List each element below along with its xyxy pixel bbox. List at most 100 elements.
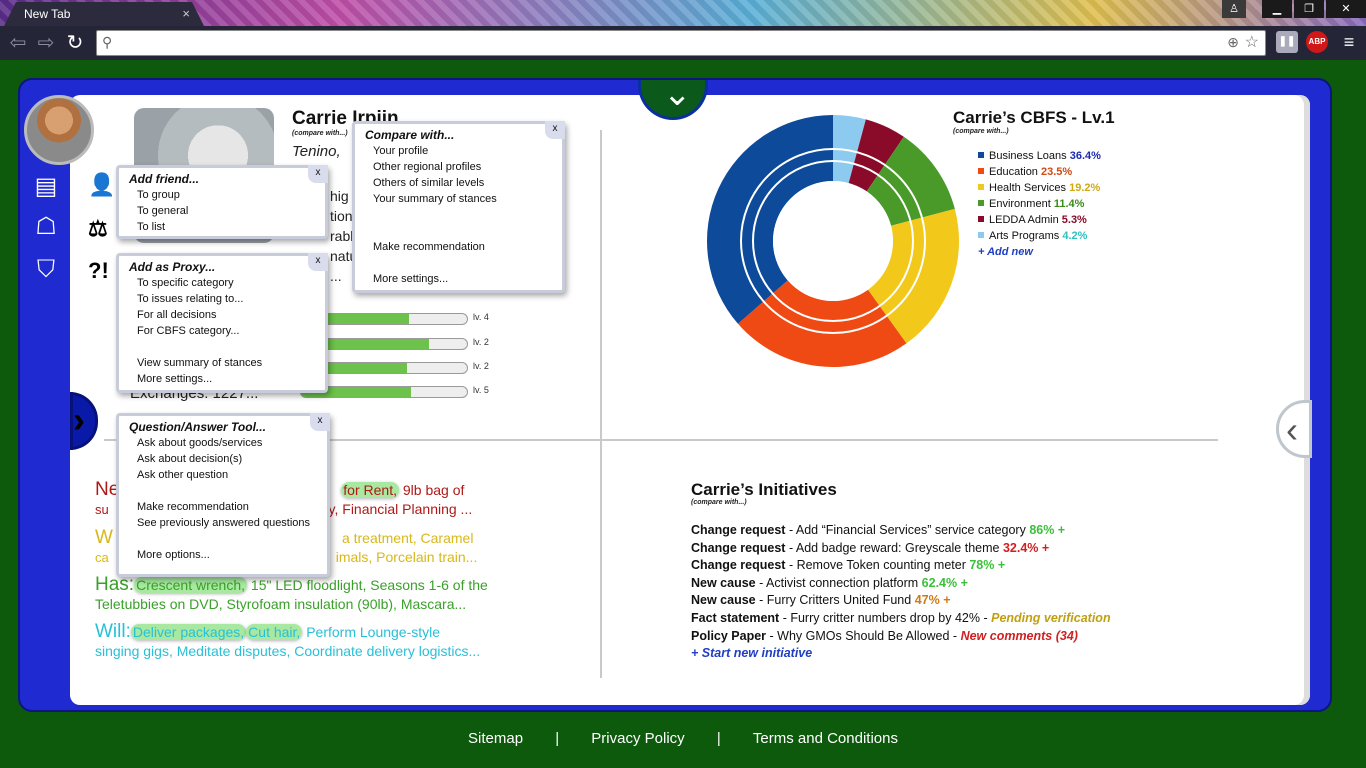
initiative-row[interactable]: Policy Paper - Why GMOs Should Be Allowe… bbox=[691, 628, 1111, 646]
menu-item[interactable]: For CBFS category... bbox=[137, 325, 240, 337]
forward-arrow-icon[interactable]: ⇨ bbox=[37, 32, 55, 54]
legend-label: Education bbox=[989, 166, 1038, 178]
menu-item[interactable]: To list bbox=[137, 221, 166, 233]
has-tag[interactable]: Crescent wrench, bbox=[134, 577, 248, 593]
menu-item[interactable]: See previously answered questions bbox=[137, 517, 311, 529]
initiative-text: - Remove Token counting meter bbox=[785, 558, 970, 573]
education-icon[interactable]: ⛉ bbox=[37, 256, 55, 283]
add-friend-icon[interactable]: 👤 bbox=[88, 172, 116, 197]
pause-extension-icon[interactable]: ❚❚ bbox=[1276, 31, 1298, 53]
menu-item[interactable]: For all decisions bbox=[137, 309, 217, 321]
menu-item[interactable]: Ask about decision(s) bbox=[137, 453, 243, 465]
cbfs-compare-link[interactable]: (compare with...) bbox=[953, 128, 1009, 135]
menu-item[interactable]: Make recommendation bbox=[137, 501, 249, 513]
legend-item[interactable]: LEDDA Admin 5.3% bbox=[978, 212, 1101, 228]
bio-line: tion bbox=[330, 208, 353, 224]
terms-link[interactable]: Terms and Conditions bbox=[752, 730, 898, 747]
initiative-row[interactable]: Change request - Add badge reward: Greys… bbox=[691, 540, 1111, 558]
donut-ring bbox=[752, 160, 914, 322]
cbfs-title: Carrie’s CBFS - Lv.1 bbox=[953, 108, 1115, 127]
close-icon[interactable]: x bbox=[545, 121, 565, 139]
close-icon[interactable]: x bbox=[310, 413, 330, 431]
close-window-icon[interactable]: ✕ bbox=[1326, 0, 1366, 18]
adblock-icon[interactable]: ABP bbox=[1306, 31, 1328, 53]
menu-item[interactable]: To specific category bbox=[137, 277, 234, 289]
menu-item[interactable]: Make recommendation bbox=[373, 241, 485, 253]
legend-item[interactable]: Environment 11.4% bbox=[978, 196, 1101, 212]
minimize-icon[interactable]: ▁ bbox=[1262, 0, 1292, 18]
menu-item[interactable]: To group bbox=[137, 189, 180, 201]
legend-label: Environment bbox=[989, 198, 1051, 210]
menu-icon[interactable]: ≡ bbox=[1343, 32, 1355, 52]
legend-label: Arts Programs bbox=[989, 230, 1060, 242]
user-avatar[interactable] bbox=[24, 95, 94, 165]
donut-slice[interactable] bbox=[833, 115, 866, 184]
wants-text: imals, Porcelain train... bbox=[335, 549, 478, 565]
menu-item[interactable]: Other regional profiles bbox=[373, 161, 482, 173]
footer: Sitemap | Privacy Policy | Terms and Con… bbox=[0, 730, 1366, 747]
menu-item[interactable]: To issues relating to... bbox=[137, 293, 244, 305]
question-answer-icon[interactable]: ?! bbox=[88, 258, 109, 283]
address-bar[interactable]: ⚲ ⊕ ☆ bbox=[96, 30, 1266, 56]
menu-item[interactable]: Ask about goods/services bbox=[137, 437, 263, 449]
menu-item[interactable]: More options... bbox=[137, 549, 210, 561]
menu-item[interactable]: To general bbox=[137, 205, 189, 217]
close-icon[interactable]: x bbox=[308, 165, 328, 183]
level-bar: lv. 4 bbox=[300, 312, 489, 325]
initiative-type: Change request bbox=[691, 523, 786, 537]
initiatives-compare-link[interactable]: (compare with...) bbox=[691, 499, 747, 506]
initiative-row[interactable]: New cause - Furry Critters United Fund 4… bbox=[691, 592, 1111, 610]
initiative-row[interactable]: Change request - Remove Token counting m… bbox=[691, 557, 1111, 575]
back-arrow-icon[interactable]: ⇦ bbox=[9, 32, 27, 54]
legend-item[interactable]: Health Services 19.2% bbox=[978, 180, 1101, 196]
initiative-text: - Add “Financial Services” service categ… bbox=[785, 523, 1030, 537]
initiative-row[interactable]: Change request - Add “Financial Services… bbox=[691, 522, 1111, 540]
level-bar: lv. 2 bbox=[300, 361, 489, 374]
address-input[interactable] bbox=[119, 34, 1219, 52]
profile-settings-icon[interactable]: ▤ bbox=[34, 173, 58, 200]
legend-swatch bbox=[978, 232, 984, 238]
initiative-row[interactable]: New cause - Activist connection platform… bbox=[691, 575, 1111, 593]
user-icon[interactable]: ♙ bbox=[1222, 0, 1246, 18]
menu-item[interactable]: Ask other question bbox=[137, 469, 229, 481]
reload-icon[interactable]: ↻ bbox=[66, 32, 84, 54]
donut-slice[interactable] bbox=[867, 208, 959, 344]
sitemap-link[interactable]: Sitemap bbox=[468, 730, 524, 747]
will-tag[interactable]: Cut hair, bbox=[246, 624, 303, 640]
add-proxy-icon[interactable]: ⚖ bbox=[88, 216, 108, 241]
profile-compare-link[interactable]: (compare with...) bbox=[292, 130, 348, 137]
menu-item[interactable]: Others of similar levels bbox=[373, 177, 485, 189]
menu-item[interactable]: More settings... bbox=[137, 373, 213, 385]
tab-close-icon[interactable]: × bbox=[182, 6, 190, 21]
close-icon[interactable]: x bbox=[308, 253, 328, 271]
compare-popup: x Compare with... Your profile Other reg… bbox=[352, 121, 565, 293]
menu-item[interactable]: View summary of stances bbox=[137, 357, 263, 369]
messages-icon[interactable]: ☖ bbox=[35, 213, 57, 240]
has-text: Teletubbies on DVD, Styrofoam insulation… bbox=[95, 596, 467, 612]
privacy-policy-link[interactable]: Privacy Policy bbox=[591, 730, 685, 747]
browser-toolbar: ⇦ ⇨ ↻ ⚲ ⊕ ☆ ❚❚ ABP ≡ bbox=[0, 26, 1366, 60]
donut-slice[interactable] bbox=[848, 119, 904, 192]
add-new-category-link[interactable]: + Add new bbox=[978, 246, 1033, 258]
initiative-status: Pending verification bbox=[991, 610, 1111, 625]
donut-slice[interactable] bbox=[866, 136, 955, 226]
needs-tag[interactable]: for Rent, bbox=[341, 482, 399, 498]
legend-item[interactable]: Education 23.5% bbox=[978, 164, 1101, 180]
initiative-status: New comments (34) bbox=[960, 628, 1078, 643]
horizontal-divider bbox=[104, 439, 1218, 441]
initiative-row[interactable]: Fact statement - Furry critter numbers d… bbox=[691, 610, 1111, 628]
bookmark-star-icon[interactable]: ☆ bbox=[1244, 34, 1259, 51]
initiative-status: 47% + bbox=[914, 593, 951, 608]
will-text: singing gigs, Meditate disputes, Coordin… bbox=[95, 643, 481, 659]
menu-item[interactable]: Your summary of stances bbox=[373, 193, 497, 205]
zoom-icon[interactable]: ⊕ bbox=[1227, 34, 1239, 50]
tab-new-tab[interactable]: New Tab × bbox=[4, 2, 204, 26]
will-tag[interactable]: Deliver packages, bbox=[130, 624, 247, 640]
menu-item[interactable]: Your profile bbox=[373, 145, 429, 157]
menu-item[interactable]: More settings... bbox=[373, 273, 449, 285]
restore-icon[interactable]: ❐ bbox=[1294, 0, 1324, 18]
legend-item[interactable]: Arts Programs 4.2% bbox=[978, 228, 1101, 244]
start-new-initiative-link[interactable]: + Start new initiative bbox=[691, 646, 813, 661]
legend-item[interactable]: Business Loans 36.4% bbox=[978, 148, 1101, 164]
legend-label: LEDDA Admin bbox=[989, 214, 1059, 226]
